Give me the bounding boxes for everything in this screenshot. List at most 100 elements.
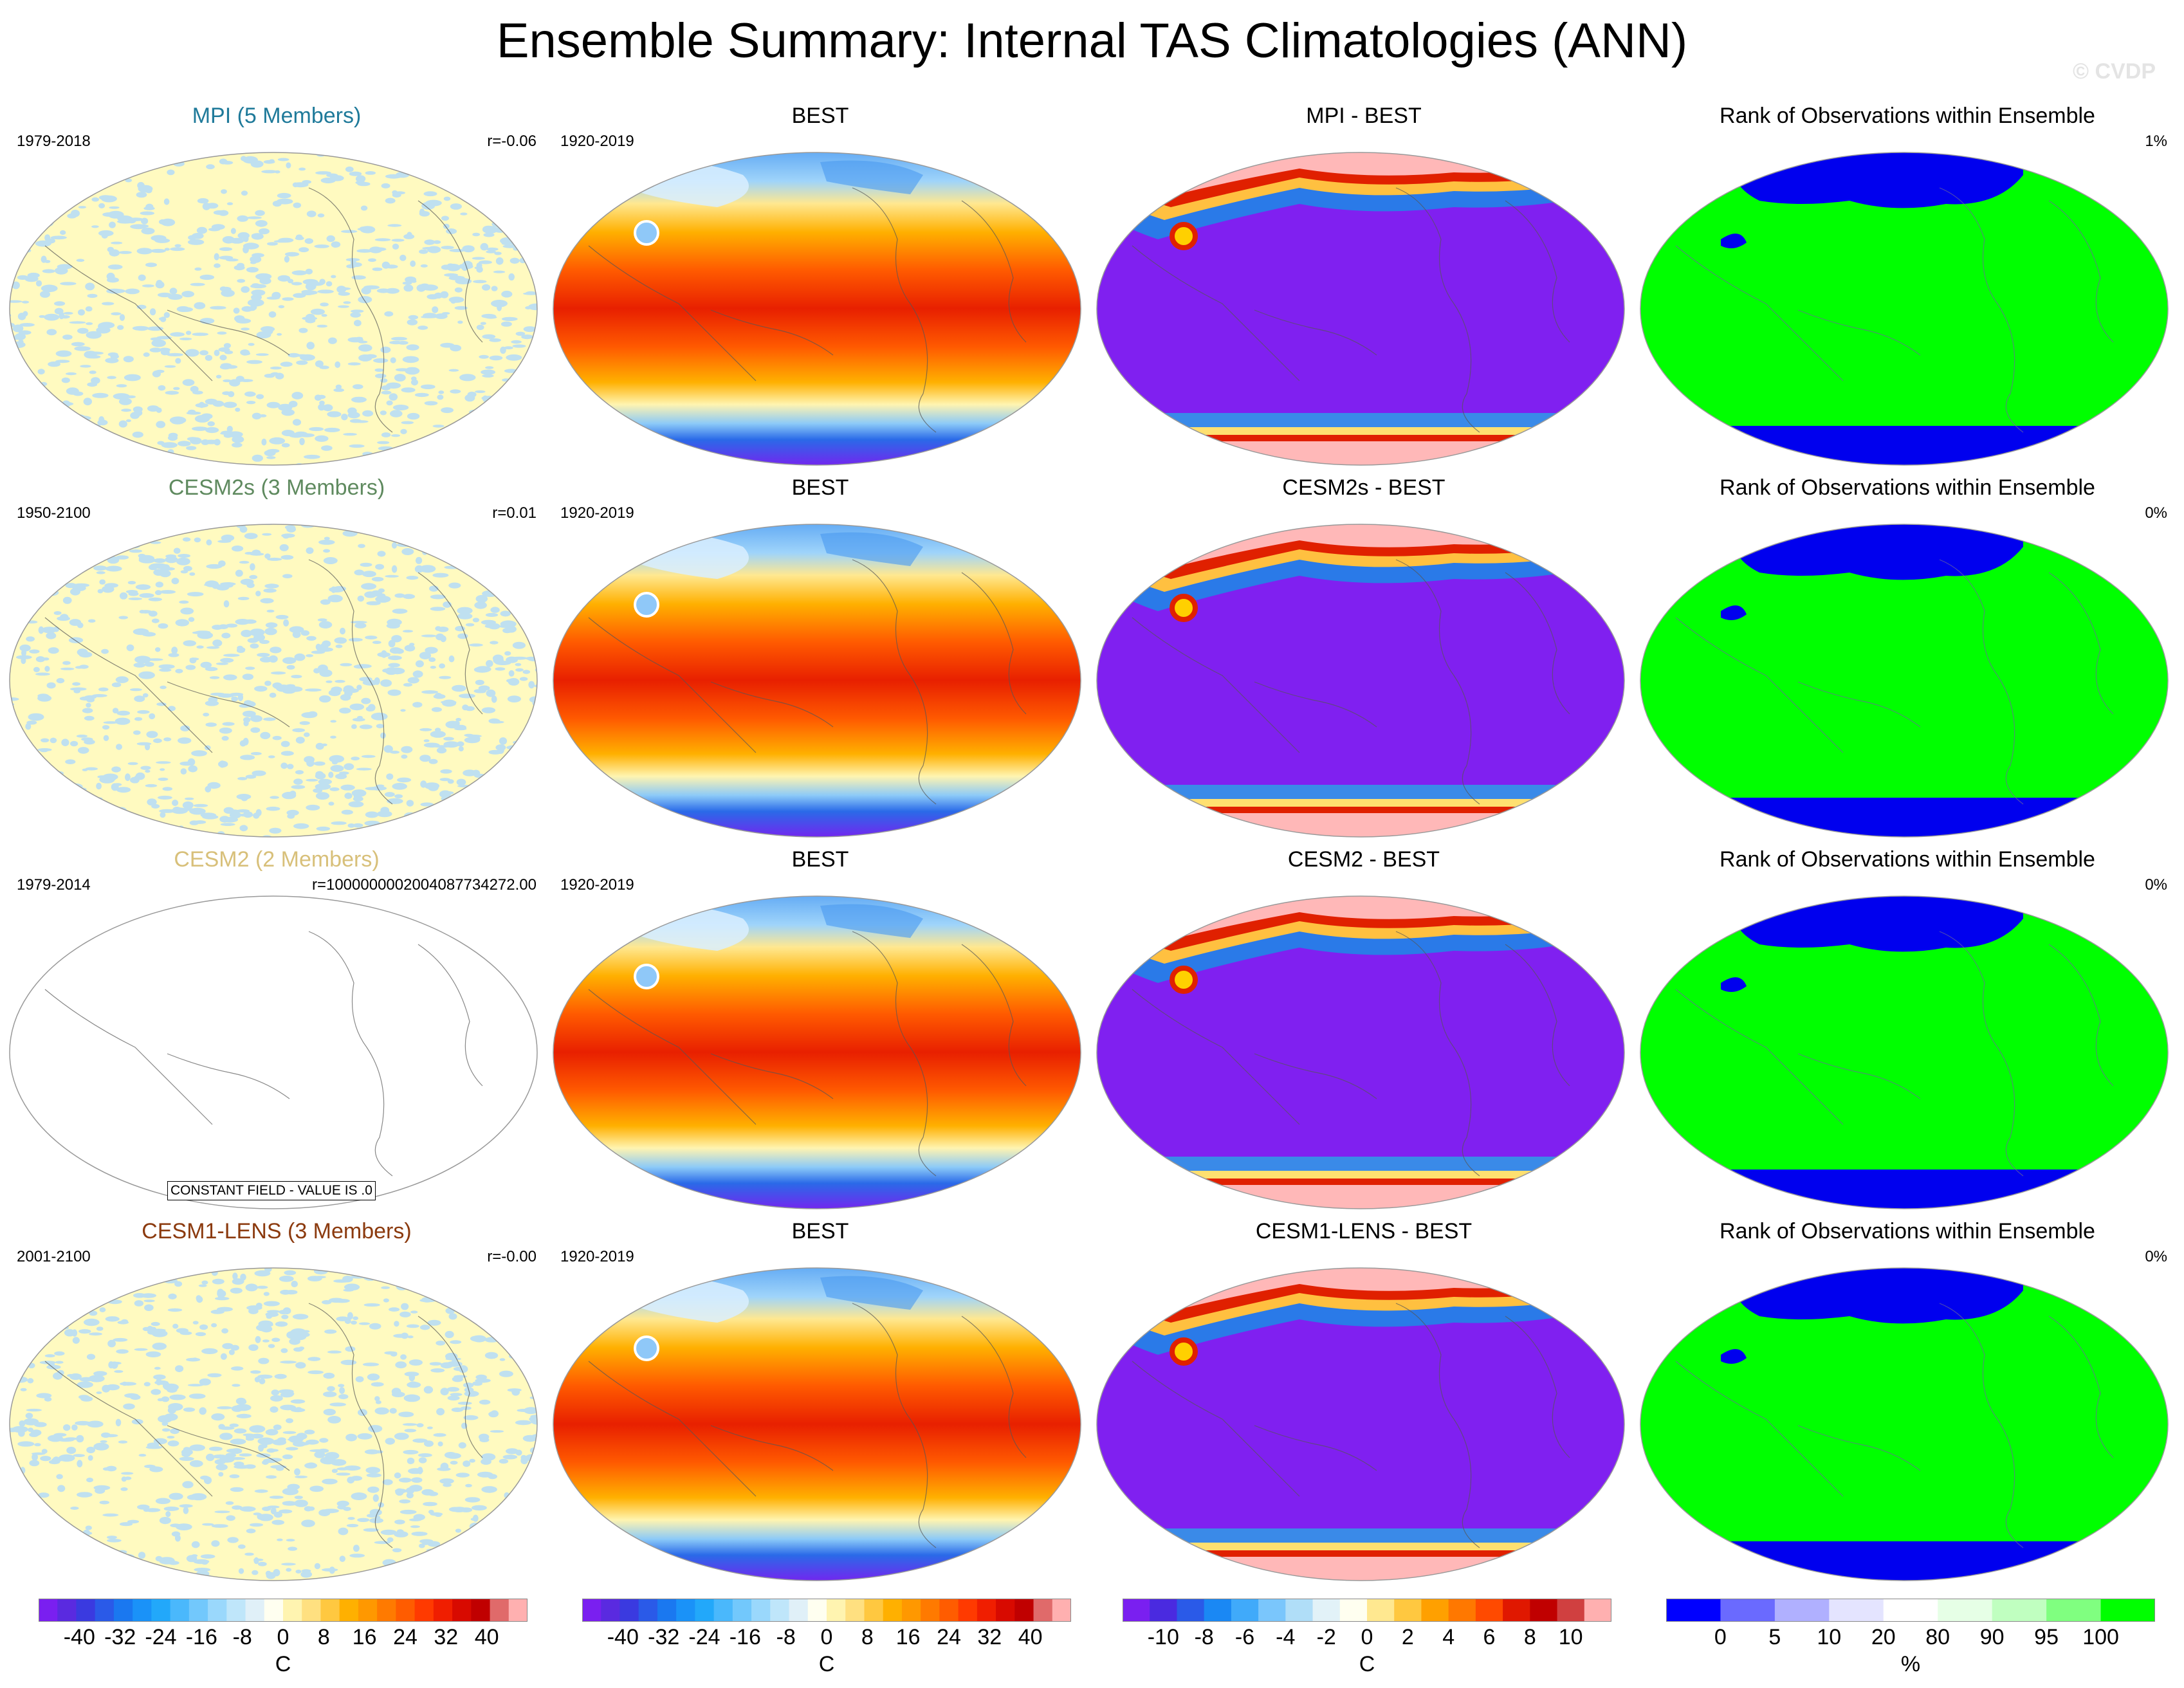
colorbar-tick: 40: [474, 1625, 499, 1649]
colorbar-swatch: [1530, 1599, 1558, 1621]
colorbar-swatch: [1177, 1599, 1205, 1621]
colorbar-swatch: [396, 1599, 416, 1621]
colorbar-tick: 0: [277, 1625, 289, 1649]
colorbar-swatch: [845, 1599, 865, 1621]
stat-label: r=0.01: [492, 504, 537, 522]
panel-rank-row2: Rank of Observations within Ensemble 0%: [1637, 475, 2178, 841]
colorbar-tick-labels: -40 -32 -24 -16 -8 0 8 16 24 32 40: [582, 1624, 1071, 1650]
colorbar-swatch: [151, 1599, 171, 1621]
colorbar-swatch: [1829, 1599, 1884, 1621]
stat-label: r=1000000002004087734272.00: [311, 876, 537, 894]
colorbar-swatch: [619, 1599, 639, 1621]
panel-title: Rank of Observations within Ensemble: [1720, 847, 2095, 872]
model-map: [9, 895, 538, 1209]
colorbar-swatch: [939, 1599, 959, 1621]
panel-obs-row3: BEST 1920-2019: [550, 847, 1090, 1213]
colorbar-swatch: [1448, 1599, 1476, 1621]
panel-rank-row1: Rank of Observations within Ensemble 1%: [1637, 103, 2178, 470]
colorbar-swatch: [95, 1599, 115, 1621]
colorbar-tick: 8: [1523, 1625, 1536, 1649]
colorbar-swatch: [1014, 1599, 1034, 1621]
colorbar-swatch: [208, 1599, 227, 1621]
colorbar-swatch: [471, 1599, 491, 1621]
colorbar-swatch: [996, 1599, 1015, 1621]
obs-map: [553, 152, 1081, 466]
colorbar-tick: 0: [1361, 1625, 1373, 1649]
colorbar-tick: -32: [104, 1625, 136, 1649]
colorbar-tick: 32: [977, 1625, 1002, 1649]
colorbar-tick: 0: [1714, 1625, 1727, 1649]
colorbar-swatch: [751, 1599, 771, 1621]
colorbar-swatch: [770, 1599, 790, 1621]
colorbar-swatch: [638, 1599, 658, 1621]
years-label: 1950-2100: [17, 504, 91, 522]
colorbar-tick: 80: [1925, 1625, 1950, 1649]
colorbar-swatch: [76, 1599, 96, 1621]
obs-map: [553, 1267, 1081, 1581]
colorbar-swatch: [864, 1599, 884, 1621]
colorbar-tick: -40: [607, 1625, 639, 1649]
colorbar-swatch: [1123, 1599, 1150, 1621]
colorbar-tick: 16: [895, 1625, 921, 1649]
colorbar-swatch: [490, 1599, 509, 1621]
colorbar-swatch: [113, 1599, 133, 1621]
colorbar-swatch: [1339, 1599, 1368, 1621]
colorbar-swatch: [657, 1599, 677, 1621]
panel-title: Rank of Observations within Ensemble: [1720, 1219, 2095, 1243]
model-map: [9, 152, 538, 466]
panel-title: CESM1-LENS (3 Members): [142, 1219, 412, 1243]
colorbar-tick: 6: [1483, 1625, 1496, 1649]
panel-obs-row4: BEST 1920-2019: [550, 1218, 1090, 1585]
colorbar-tick: -10: [1147, 1625, 1179, 1649]
colorbar-swatch: [1557, 1599, 1585, 1621]
colorbar-swatch: [713, 1599, 733, 1621]
colorbar-tick-labels: -10 -8 -6 -4 -2 0 2 4 6 8 10: [1123, 1624, 1611, 1650]
panel-title: BEST: [791, 1219, 849, 1243]
panel-obs-row2: BEST 1920-2019: [550, 475, 1090, 841]
rank-map: [1640, 895, 2169, 1209]
colorbar-swatch: [1774, 1599, 1830, 1621]
stat-label: 0%: [2145, 1248, 2167, 1265]
colorbar-swatch: [245, 1599, 265, 1621]
panel-model-row2: CESM2s (3 Members) 1950-2100 r=0.01: [6, 475, 547, 841]
colorbar-swatch: [921, 1599, 940, 1621]
panel-title: CESM2s (3 Members): [168, 475, 385, 500]
colorbar-swatch: [2046, 1599, 2102, 1621]
years-label: 1920-2019: [560, 876, 634, 894]
colorbar-swatch: [1312, 1599, 1341, 1621]
stat-label: 0%: [2145, 876, 2167, 894]
colorbar-tick: 8: [317, 1625, 330, 1649]
colorbar-swatch: [1285, 1599, 1314, 1621]
colorbar-swatch: [676, 1599, 695, 1621]
colorbar-swatch: [732, 1599, 752, 1621]
colorbar-swatch: [1938, 1599, 1993, 1621]
panel-title: MPI (5 Members): [192, 104, 362, 128]
colorbar-swatch: [1503, 1599, 1530, 1621]
colorbar-swatch: [57, 1599, 77, 1621]
panel-diff-row3: CESM2 - BEST: [1094, 847, 1634, 1213]
colorbar-swatch: [1052, 1599, 1072, 1621]
colorbar-swatch: [958, 1599, 978, 1621]
colorbar-tick: -6: [1234, 1625, 1255, 1649]
colorbar-tick: -32: [648, 1625, 680, 1649]
colorbar-swatch: [39, 1599, 58, 1621]
colorbar-swatch: [1666, 1599, 1721, 1621]
years-label: 1979-2014: [17, 876, 91, 894]
stat-label: r=-0.00: [487, 1248, 537, 1265]
rank-colorbar: 0 5 10 20 80 90 95 100%: [1666, 1599, 2156, 1682]
colorbar-tick: 4: [1442, 1625, 1455, 1649]
colorbar-swatch: [1394, 1599, 1422, 1621]
panel-title: CESM2s - BEST: [1282, 475, 1445, 500]
panel-title: CESM2 (2 Members): [174, 847, 380, 872]
colorbar-tick: 24: [393, 1625, 418, 1649]
figure-title: Ensemble Summary: Internal TAS Climatolo…: [496, 14, 1688, 68]
colorbar-swatch: [339, 1599, 359, 1621]
colorbar-swatch: [695, 1599, 715, 1621]
rank-colorbar-swatches: [1666, 1599, 2156, 1622]
panel-title: Rank of Observations within Ensemble: [1720, 104, 2095, 128]
colorbar-swatch: [1992, 1599, 2047, 1621]
diff-map: [1096, 524, 1625, 838]
colorbar-tick: 32: [434, 1625, 459, 1649]
obs-colorbar-swatches: [582, 1599, 1072, 1622]
panel-title: MPI - BEST: [1306, 104, 1422, 128]
